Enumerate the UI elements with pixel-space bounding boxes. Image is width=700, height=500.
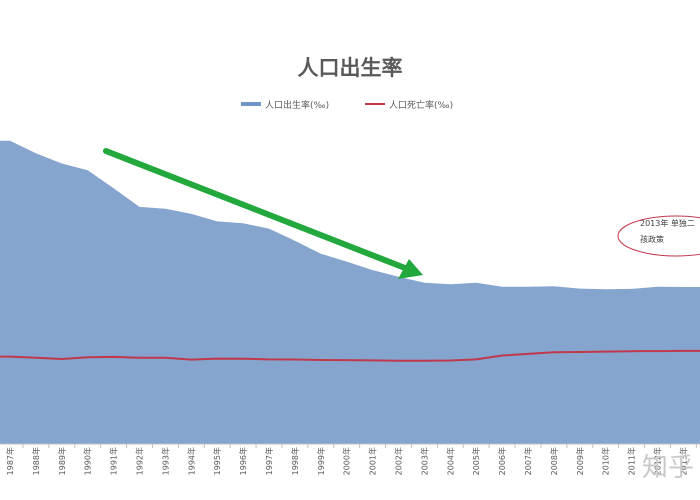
- x-tick-label: 2010年: [601, 447, 611, 475]
- line-layer: [0, 349, 700, 362]
- chart-title: 人口出生率: [297, 56, 403, 80]
- series-line-death-rate: [0, 349, 700, 362]
- policy-callout-text: 2013年 单独二孩政策: [640, 219, 695, 244]
- x-tick-label: 2006年: [497, 447, 507, 475]
- x-tick-label: 2008年: [549, 447, 559, 475]
- x-tick-label: 1998年: [290, 447, 300, 475]
- trend-arrow: [103, 148, 408, 271]
- legend-swatch-death-rate: [365, 103, 385, 105]
- policy-callout-ellipse: [617, 215, 700, 257]
- x-tick-label: 1987年: [5, 447, 15, 475]
- x-tick-label: 1996年: [238, 447, 248, 475]
- x-tick-label: 1993年: [160, 447, 170, 475]
- x-tick-label: 1989年: [57, 447, 67, 475]
- x-tick-label: 2000年: [342, 447, 352, 475]
- x-tick-label: 2009年: [575, 447, 585, 475]
- annotation-layer: 2013年 单独二孩政策: [103, 148, 700, 279]
- legend-item-death-rate: 人口死亡率(‰): [365, 95, 453, 113]
- x-tick-label: 2004年: [445, 447, 455, 475]
- x-tick-label: 2013年: [678, 447, 688, 475]
- area-layer: [0, 140, 700, 444]
- legend-item-birth-rate: 人口出生率(‰): [241, 95, 329, 113]
- legend-label-birth-rate: 人口出生率(‰): [265, 100, 330, 111]
- x-tick-label: 1991年: [109, 447, 119, 475]
- trend-arrow-head: [398, 259, 423, 279]
- x-tick-label: 1995年: [212, 447, 222, 475]
- x-tick-label: 1994年: [186, 447, 196, 475]
- x-tick-label: 1990年: [83, 447, 93, 475]
- x-tick-label: 2002年: [394, 447, 404, 475]
- x-tick-label: 2001年: [368, 447, 378, 475]
- x-tick-label: 1999年: [316, 447, 326, 475]
- legend-label-death-rate: 人口死亡率(‰): [389, 100, 454, 111]
- x-tick-label: 1992年: [135, 447, 145, 475]
- x-axis: 1987年 1988年 1989年 1990年 1991年 1992年 1993年 1994年…: [0, 443, 700, 475]
- series-area-birth-rate: [0, 140, 700, 444]
- x-tick-label: 2003年: [419, 447, 429, 475]
- x-tick-label: 2007年: [523, 447, 533, 475]
- watermark: 知乎: [641, 453, 694, 483]
- x-tick-label: 1988年: [31, 447, 41, 475]
- x-tick-label: 2012年: [653, 447, 663, 475]
- x-tick-label: 2005年: [471, 447, 481, 475]
- x-tick-label: 1997年: [264, 447, 274, 475]
- x-tick-label: 2011年: [627, 447, 637, 475]
- legend-swatch-birth-rate: [241, 102, 261, 106]
